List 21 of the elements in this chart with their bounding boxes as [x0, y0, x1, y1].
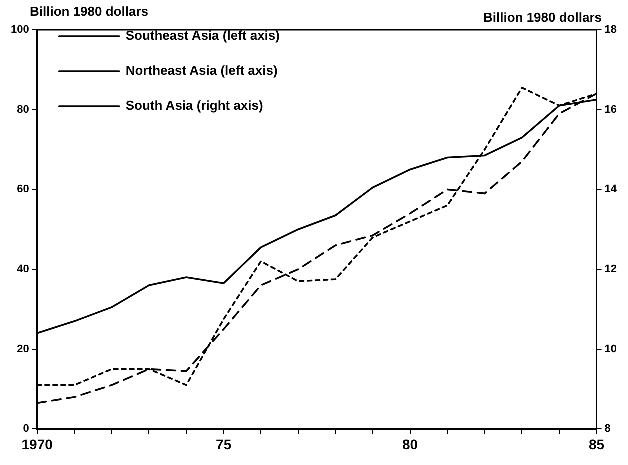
y-tick-label: 20 — [17, 343, 30, 356]
x-tick-label: 85 — [588, 436, 605, 452]
y2-tick-label: 10 — [604, 343, 618, 356]
y-axis-title: Billion 1980 dollars — [30, 4, 148, 19]
legend-label: Southeast Asia (left axis) — [126, 28, 280, 44]
legend-label: South Asia (right axis) — [126, 98, 264, 114]
y2-tick-label: 18 — [604, 24, 618, 36]
y-tick-label: 40 — [17, 264, 30, 276]
y-tick-label: 60 — [17, 184, 30, 196]
y2-tick-label: 8 — [604, 423, 611, 436]
y-tick-label: 80 — [17, 104, 30, 116]
y-tick-label: 100 — [10, 24, 30, 36]
legend-label: Northeast Asia (left axis) — [126, 63, 278, 78]
y2-tick-label: 14 — [604, 184, 618, 196]
x-tick-label: 80 — [402, 436, 418, 452]
x-tick-label: 1970 — [22, 436, 54, 452]
y2-axis-title: Billion 1980 dollars — [484, 10, 602, 25]
x-tick-label: 75 — [216, 436, 232, 452]
y2-tick-label: 12 — [604, 264, 618, 276]
y-tick-label: 0 — [23, 423, 30, 436]
y2-tick-label: 16 — [604, 104, 618, 116]
